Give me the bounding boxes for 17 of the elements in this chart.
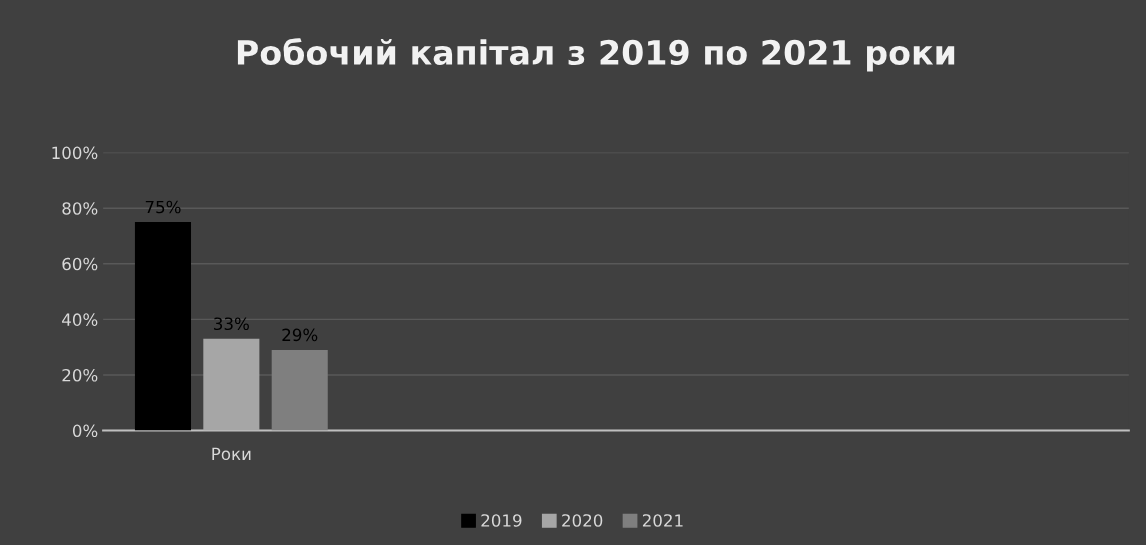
- data-label: 29%: [282, 328, 318, 342]
- x-tick-label: Роки: [212, 447, 251, 461]
- legend-label: 2020: [562, 514, 603, 527]
- y-tick-label: 100%: [52, 146, 98, 160]
- bar: [134, 222, 192, 431]
- y-tick-label: 0%: [72, 424, 98, 438]
- y-tick-label: 80%: [62, 202, 98, 215]
- legend-label: 2021: [642, 514, 683, 527]
- data-label: 33%: [214, 317, 249, 331]
- y-tick-label: 60%: [62, 257, 98, 271]
- legend-label: 2019: [481, 514, 522, 527]
- y-tick-label: 20%: [62, 368, 98, 382]
- data-label: 75%: [145, 200, 181, 214]
- bar: [271, 349, 328, 431]
- y-tick-label: 40%: [62, 313, 98, 326]
- bar: [203, 338, 260, 431]
- chart-title: Робочий капітал з 2019 по 2021 роки: [237, 38, 955, 72]
